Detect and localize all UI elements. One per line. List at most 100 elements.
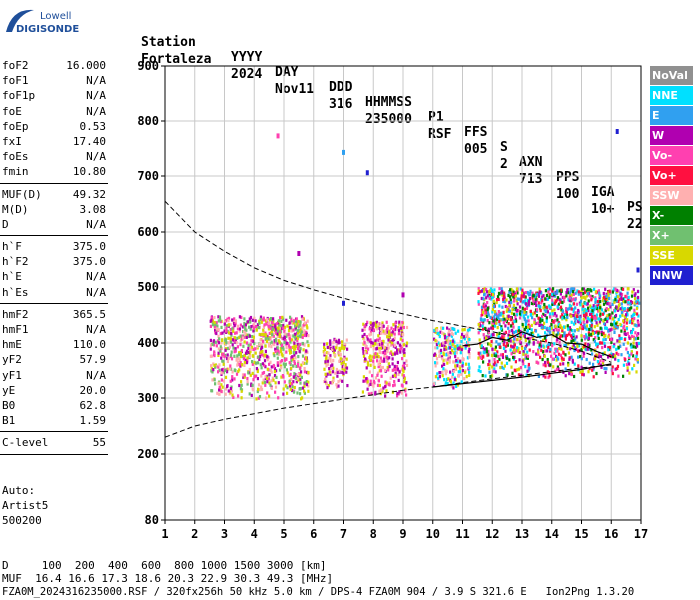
echo-point [614, 367, 617, 371]
echo-point [398, 322, 401, 326]
echo-point [221, 370, 224, 374]
echo-point [570, 340, 573, 344]
echo-point [477, 356, 480, 360]
echo-point [633, 303, 636, 307]
echo-point [535, 314, 538, 318]
echo-point [526, 328, 529, 333]
echo-point [306, 326, 309, 330]
echo-point [287, 332, 290, 336]
echo-point [376, 373, 379, 377]
echo-point [477, 289, 480, 293]
echo-point [598, 309, 601, 313]
echo-point [625, 299, 628, 303]
echo-point [562, 362, 565, 366]
param-row: hmF2 365.5 [0, 307, 108, 322]
echo-point [543, 336, 546, 340]
echo-point [221, 359, 224, 363]
echo-point [579, 303, 582, 307]
echo-point [299, 323, 302, 327]
echo-point [558, 297, 561, 301]
echo-point [223, 355, 226, 359]
echo-point [537, 350, 540, 354]
echo-point [258, 342, 261, 346]
x-tick-label: 15 [574, 527, 588, 541]
echo-point [232, 346, 235, 350]
echo-point [395, 365, 399, 369]
echo-point [541, 318, 544, 322]
echo-point [509, 315, 513, 320]
echo-point [489, 289, 492, 293]
echo-point [524, 295, 527, 299]
echo-point [521, 310, 524, 314]
echo-point [362, 351, 365, 356]
echo-point [628, 336, 631, 340]
echo-point [384, 394, 387, 398]
echo-point [244, 327, 247, 331]
echo-point [255, 374, 258, 378]
echo-point [574, 311, 577, 315]
echo-point [305, 324, 308, 328]
echo-point [250, 345, 254, 349]
echo-point [391, 331, 394, 335]
param-value: N/A [86, 323, 106, 336]
echo-point [582, 354, 585, 358]
polarization-legend: NoVal NNE E W Vo- Vo+ SSW X- X+ SSE NNW [650, 66, 693, 286]
param-value: N/A [86, 150, 106, 164]
echo-point [635, 351, 639, 355]
echo-point [216, 339, 220, 343]
echo-point [459, 366, 462, 370]
echo-point [250, 383, 253, 388]
echo-point [597, 317, 600, 321]
echo-point [295, 317, 298, 321]
echo-point [491, 295, 494, 299]
echo-point [537, 301, 540, 305]
echo-point [605, 326, 608, 330]
y-tick-label: 600 [137, 225, 159, 239]
echo-point [514, 294, 517, 298]
echo-point [543, 321, 546, 325]
echo-point [259, 363, 262, 367]
echo-point [556, 291, 559, 295]
echo-point [229, 387, 232, 391]
legend-item-nne: NNE [650, 86, 693, 105]
echo-point [448, 346, 451, 350]
echo-point [374, 339, 377, 343]
echo-point [362, 336, 365, 340]
echo-point [444, 368, 447, 372]
echo-point [637, 314, 640, 318]
echo-point [460, 372, 463, 376]
echo-point [451, 339, 454, 343]
echo-point [508, 300, 511, 304]
echo-point [548, 287, 551, 291]
echo-point [574, 320, 577, 324]
echo-point [570, 287, 573, 291]
echo-point [589, 304, 592, 308]
echo-point [378, 365, 381, 369]
echo-point [276, 329, 279, 333]
echo-point [221, 385, 224, 389]
echo-point [292, 321, 295, 325]
echo-point [591, 295, 594, 299]
echo-point [402, 343, 406, 347]
echo-point [307, 389, 310, 393]
echo-point [210, 316, 213, 320]
echo-point [595, 307, 598, 311]
echo-point [590, 332, 593, 336]
echo-point [274, 350, 277, 354]
echo-point [612, 353, 615, 357]
echo-point [388, 330, 391, 334]
echo-point [328, 367, 331, 371]
echo-point [451, 375, 454, 379]
echo-point [362, 322, 365, 326]
echo-point [531, 316, 534, 320]
echo-point [500, 365, 503, 369]
echo-point [535, 298, 538, 302]
param-name: foEs [2, 150, 29, 164]
echo-point [586, 292, 589, 296]
echo-point [250, 339, 253, 343]
param-name: yF1 [2, 368, 22, 382]
echo-point [361, 334, 364, 338]
echo-point [227, 331, 231, 335]
digisonde-logo: Lowell DIGISONDE [4, 6, 79, 36]
echo-point [278, 319, 281, 323]
